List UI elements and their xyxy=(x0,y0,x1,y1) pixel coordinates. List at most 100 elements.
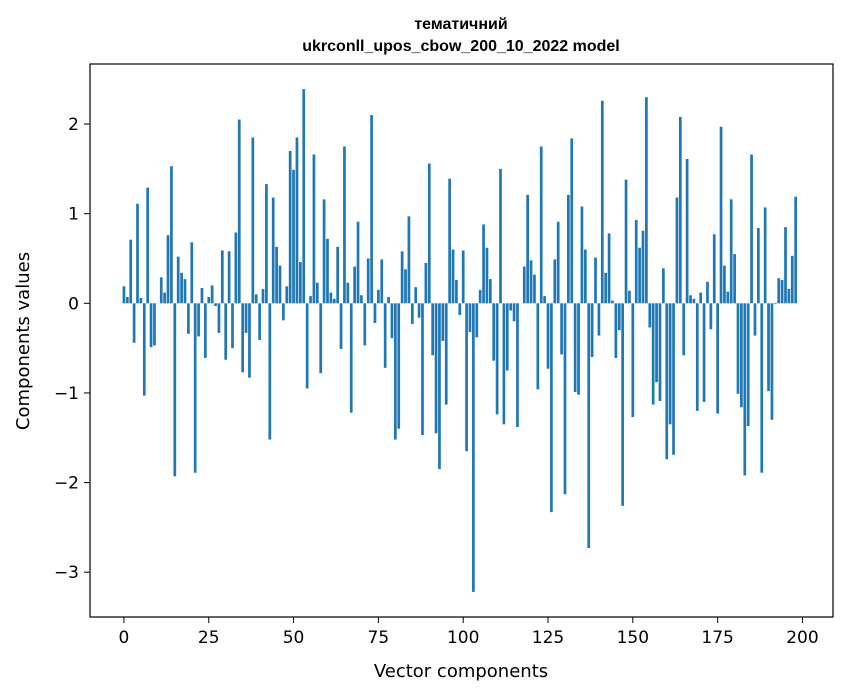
bar-114 xyxy=(509,303,513,311)
bar-2 xyxy=(129,239,133,304)
bar-65 xyxy=(343,146,346,304)
bar-191 xyxy=(770,303,774,420)
plot-frame xyxy=(89,63,834,618)
bar-113 xyxy=(505,303,509,371)
bar-174 xyxy=(712,234,716,304)
bar-78 xyxy=(387,297,390,304)
bar-30 xyxy=(224,303,228,360)
bar-4 xyxy=(136,203,139,304)
bar-26 xyxy=(210,285,214,304)
bar-64 xyxy=(339,303,343,350)
bar-72 xyxy=(366,258,370,304)
bar-41 xyxy=(261,288,265,304)
bar-39 xyxy=(254,294,258,304)
bar-127 xyxy=(553,259,557,304)
bar-107 xyxy=(485,247,489,304)
bar-186 xyxy=(753,303,757,336)
bar-5 xyxy=(139,297,143,304)
bar-169 xyxy=(695,303,699,411)
x-axis-ticks: 0 25 50 75 100 125 150 175 200 xyxy=(119,617,819,648)
bar-132 xyxy=(570,138,574,304)
bar-120 xyxy=(529,260,533,304)
bar-35 xyxy=(241,303,245,373)
bar-183 xyxy=(743,303,747,476)
bar-193 xyxy=(777,278,781,304)
bar-62 xyxy=(332,298,336,304)
bar-91 xyxy=(431,303,435,356)
bar-171 xyxy=(702,303,706,402)
bar-37 xyxy=(248,303,251,378)
x-tick-label: 200 xyxy=(786,628,818,648)
bar-106 xyxy=(482,224,485,304)
bar-190 xyxy=(767,303,770,392)
bar-33 xyxy=(234,232,238,304)
bar-140 xyxy=(597,303,601,336)
bar-75 xyxy=(377,289,380,304)
bar-104 xyxy=(475,303,479,338)
bar-196 xyxy=(787,288,791,304)
bar-42 xyxy=(265,184,268,304)
bar-68 xyxy=(353,266,356,304)
chart-title-line-1: тематичний xyxy=(414,16,507,33)
bar-110 xyxy=(495,303,499,415)
bar-165 xyxy=(682,303,686,356)
bar-175 xyxy=(716,303,719,414)
bar-14 xyxy=(170,166,173,304)
bar-133 xyxy=(573,303,577,393)
bar-163 xyxy=(675,197,679,304)
bar-51 xyxy=(295,137,299,304)
bar-131 xyxy=(567,194,570,304)
bar-56 xyxy=(312,154,316,304)
bar-76 xyxy=(380,259,384,304)
bar-70 xyxy=(360,295,363,304)
bar-94 xyxy=(441,303,445,341)
bar-60 xyxy=(326,238,329,304)
bar-144 xyxy=(611,300,614,304)
bar-50 xyxy=(292,169,295,304)
bar-197 xyxy=(790,255,794,304)
bar-159 xyxy=(662,268,665,304)
bar-20 xyxy=(190,242,194,304)
bar-192 xyxy=(773,303,777,305)
bar-3 xyxy=(132,303,136,343)
bar-24 xyxy=(203,303,207,358)
bar-152 xyxy=(638,247,641,304)
bar-58 xyxy=(319,303,323,374)
bar-6 xyxy=(142,303,146,396)
bar-151 xyxy=(634,219,638,304)
y-axis-ticks: −3 −2 −1 0 1 2 xyxy=(54,115,90,583)
y-axis-label: Components values xyxy=(13,252,34,430)
bar-148 xyxy=(624,179,628,304)
bar-147 xyxy=(621,303,625,506)
bar-87 xyxy=(417,303,421,318)
bar-15 xyxy=(173,303,177,477)
bar-53 xyxy=(302,89,306,304)
bar-9 xyxy=(153,303,156,346)
bar-55 xyxy=(309,296,312,304)
bar-172 xyxy=(706,281,709,304)
bar-160 xyxy=(665,303,669,460)
bar-103 xyxy=(472,303,475,592)
bar-154 xyxy=(645,97,648,304)
bar-44 xyxy=(271,197,275,304)
bar-7 xyxy=(146,187,150,304)
bar-22 xyxy=(197,303,200,337)
bar-38 xyxy=(251,137,255,304)
bar-123 xyxy=(539,146,543,304)
bar-95 xyxy=(444,303,448,405)
bar-57 xyxy=(315,282,319,304)
bar-138 xyxy=(590,303,594,358)
bar-164 xyxy=(678,116,682,304)
bar-167 xyxy=(689,295,692,304)
bar-150 xyxy=(631,303,635,418)
bar-11 xyxy=(159,277,163,304)
bar-85 xyxy=(410,303,414,324)
bar-184 xyxy=(746,303,750,427)
bar-71 xyxy=(363,303,367,346)
bar-81 xyxy=(397,303,401,429)
bar-83 xyxy=(404,269,407,304)
bar-13 xyxy=(166,235,170,304)
bar-49 xyxy=(288,150,292,304)
y-tick-label: −3 xyxy=(54,563,79,583)
bar-161 xyxy=(668,303,672,425)
